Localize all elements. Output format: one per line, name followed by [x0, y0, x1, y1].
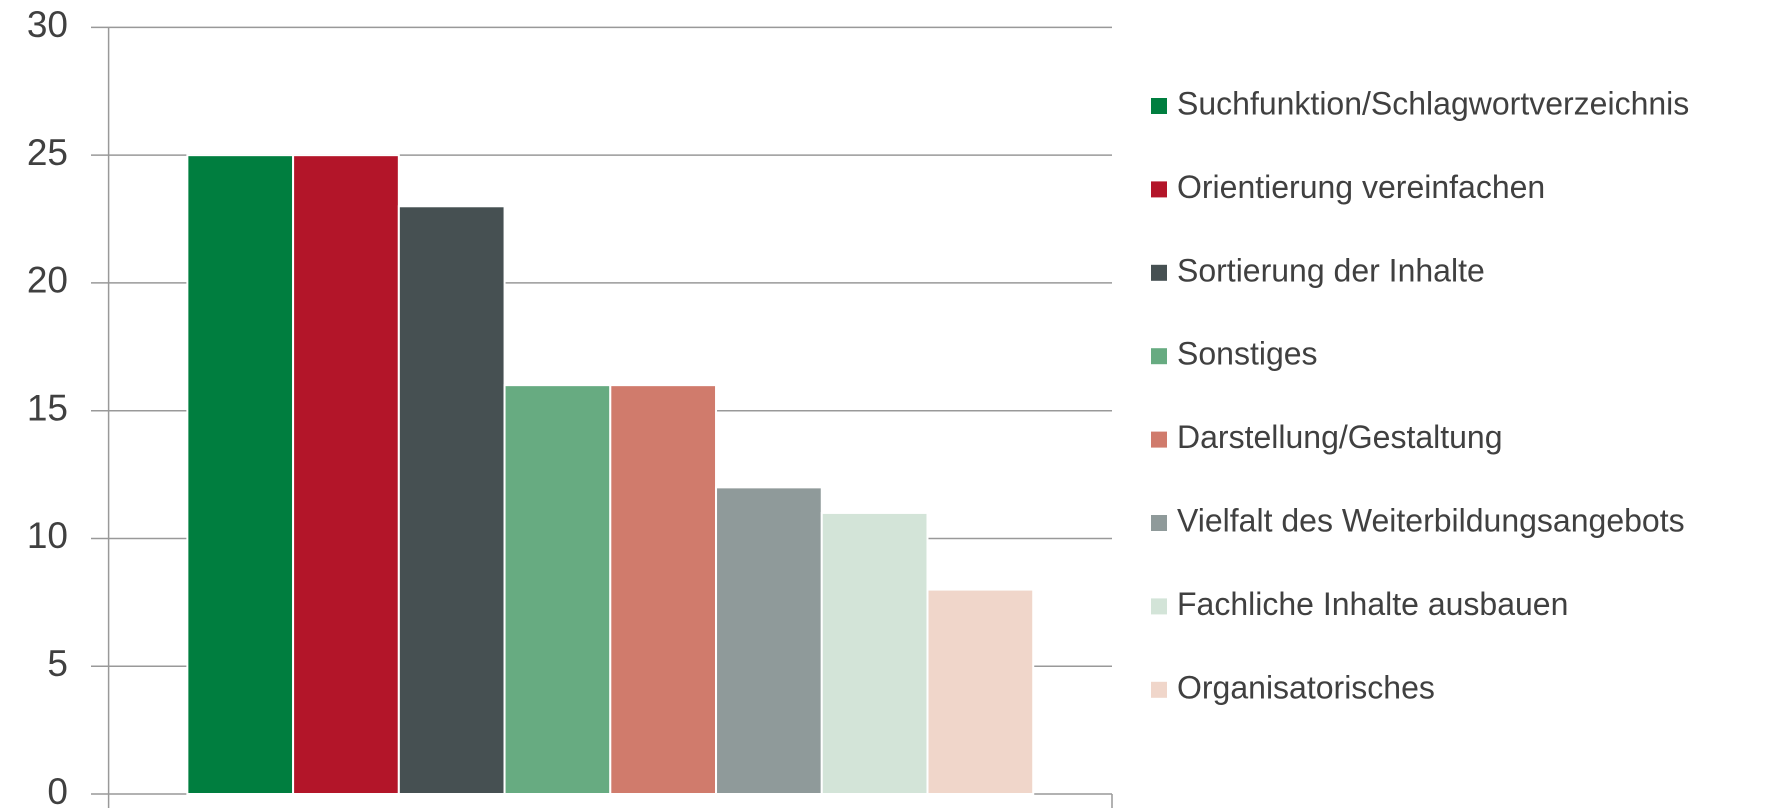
- y-tick-label: 30: [27, 4, 68, 45]
- legend-label: Suchfunktion/Schlagwortverzeichnis: [1177, 85, 1689, 121]
- legend-swatch: [1151, 431, 1167, 448]
- legend-swatch: [1151, 348, 1167, 365]
- legend-label: Sonstiges: [1177, 336, 1318, 372]
- y-tick-label: 25: [27, 132, 68, 173]
- bar: [926, 588, 1035, 795]
- legend-swatch: [1151, 98, 1167, 114]
- legend-label: Orientierung vereinfachen: [1177, 169, 1545, 205]
- y-tick-label: 0: [47, 771, 68, 808]
- y-tick-label: 20: [27, 260, 68, 301]
- bar: [292, 154, 400, 795]
- bar: [186, 154, 295, 795]
- legend-label: Sortierung der Inhalte: [1177, 252, 1485, 288]
- bar: [503, 384, 612, 795]
- bar: [820, 511, 929, 795]
- legend-swatch: [1151, 598, 1167, 615]
- legend-swatch: [1151, 515, 1167, 531]
- legend-label: Fachliche Inhalte ausbauen: [1177, 586, 1568, 622]
- legend-swatch: [1151, 264, 1167, 281]
- y-tick-label: 5: [47, 643, 68, 684]
- legend-label: Organisatorisches: [1177, 669, 1435, 705]
- legend-label: Darstellung/Gestaltung: [1177, 419, 1503, 455]
- legend-label: Vielfalt des Weiterbildungsangebots: [1177, 502, 1685, 538]
- y-tick-label: 10: [27, 515, 68, 556]
- legend-swatch: [1151, 181, 1167, 198]
- y-tick-label: 15: [27, 387, 68, 428]
- bar: [609, 384, 718, 795]
- bar: [715, 486, 823, 795]
- bar: [397, 205, 506, 796]
- legend-swatch: [1151, 681, 1167, 698]
